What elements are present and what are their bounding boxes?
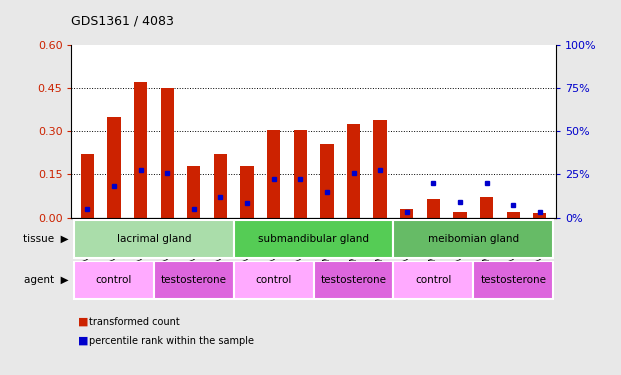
Text: percentile rank within the sample: percentile rank within the sample <box>89 336 254 346</box>
Bar <box>74 220 233 258</box>
Bar <box>507 212 520 217</box>
Bar <box>187 166 201 218</box>
Bar <box>161 88 174 218</box>
Bar <box>240 166 254 218</box>
Text: lacrimal gland: lacrimal gland <box>117 234 191 244</box>
Bar <box>320 144 333 218</box>
Bar <box>74 261 154 299</box>
Bar <box>533 213 546 217</box>
Text: tissue  ▶: tissue ▶ <box>23 234 68 244</box>
Text: testosterone: testosterone <box>320 275 386 285</box>
Text: ■: ■ <box>78 317 88 327</box>
Bar <box>294 130 307 218</box>
Text: testosterone: testosterone <box>161 275 227 285</box>
Text: control: control <box>255 275 292 285</box>
Bar <box>473 261 553 299</box>
Bar <box>373 120 387 218</box>
Text: control: control <box>415 275 451 285</box>
Bar <box>233 261 314 299</box>
Bar <box>314 261 394 299</box>
Text: GDS1361 / 4083: GDS1361 / 4083 <box>71 15 175 28</box>
Bar <box>394 220 553 258</box>
Bar <box>107 117 120 218</box>
Bar <box>154 261 233 299</box>
Bar <box>453 212 466 217</box>
Text: meibomian gland: meibomian gland <box>428 234 519 244</box>
Bar <box>134 82 147 218</box>
Bar <box>214 154 227 218</box>
Bar <box>233 220 394 258</box>
Text: testosterone: testosterone <box>480 275 546 285</box>
Bar <box>400 209 414 218</box>
Text: ■: ■ <box>78 336 88 346</box>
Text: agent  ▶: agent ▶ <box>24 275 68 285</box>
Bar <box>427 199 440 217</box>
Bar <box>81 154 94 218</box>
Bar <box>347 124 360 218</box>
Text: transformed count: transformed count <box>89 317 179 327</box>
Text: control: control <box>96 275 132 285</box>
Text: submandibular gland: submandibular gland <box>258 234 369 244</box>
Bar <box>267 130 280 218</box>
Bar <box>394 261 473 299</box>
Bar <box>480 197 493 217</box>
